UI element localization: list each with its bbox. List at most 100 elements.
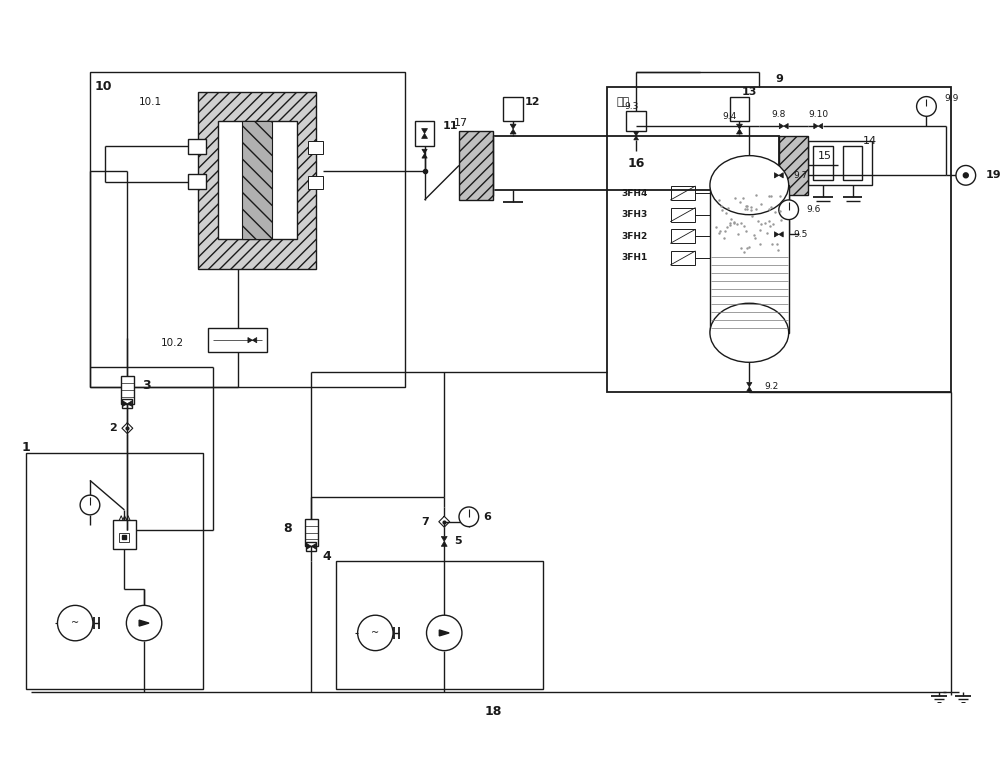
Text: 16: 16: [627, 156, 645, 169]
Bar: [90, 72, 405, 387]
Polygon shape: [439, 630, 449, 636]
Polygon shape: [197, 179, 201, 184]
Bar: [503, 97, 523, 121]
Bar: [336, 561, 543, 689]
Polygon shape: [193, 179, 197, 184]
Polygon shape: [248, 338, 252, 343]
Text: 3FH4: 3FH4: [621, 188, 648, 197]
Circle shape: [779, 200, 799, 219]
Polygon shape: [814, 123, 818, 129]
Text: 9: 9: [775, 74, 783, 84]
Circle shape: [963, 173, 968, 178]
Bar: [671, 229, 695, 243]
Polygon shape: [747, 383, 752, 387]
Bar: [813, 146, 833, 181]
Polygon shape: [774, 173, 779, 178]
Bar: [779, 136, 808, 195]
Bar: [843, 146, 862, 181]
Text: 10.1: 10.1: [139, 97, 162, 107]
Text: 9.6: 9.6: [806, 205, 821, 214]
Polygon shape: [784, 123, 788, 129]
Text: 9.4: 9.4: [722, 112, 737, 121]
Text: 10: 10: [95, 80, 112, 93]
Polygon shape: [422, 129, 428, 133]
Text: 3FH2: 3FH2: [621, 232, 648, 241]
Bar: [242, 121, 272, 239]
Text: 3FH3: 3FH3: [621, 210, 648, 219]
Text: ~: ~: [71, 618, 79, 628]
Polygon shape: [747, 387, 752, 392]
Polygon shape: [307, 543, 311, 549]
Bar: [208, 328, 267, 353]
Bar: [671, 186, 695, 200]
Text: 8: 8: [283, 522, 292, 535]
Bar: [607, 87, 951, 392]
Bar: [119, 533, 129, 543]
Text: 19: 19: [985, 171, 1000, 181]
Text: 2: 2: [109, 423, 116, 434]
Bar: [308, 141, 323, 154]
Polygon shape: [737, 124, 742, 129]
Polygon shape: [422, 154, 427, 158]
Polygon shape: [510, 129, 516, 134]
Polygon shape: [193, 144, 197, 149]
Text: 3FH1: 3FH1: [621, 254, 648, 262]
Polygon shape: [422, 149, 427, 154]
Polygon shape: [779, 232, 783, 237]
Text: 12: 12: [525, 97, 541, 107]
Circle shape: [459, 507, 479, 527]
Polygon shape: [737, 129, 742, 134]
Polygon shape: [510, 124, 516, 129]
Polygon shape: [634, 136, 638, 140]
Ellipse shape: [710, 155, 789, 215]
Polygon shape: [123, 401, 127, 406]
Bar: [198, 91, 316, 269]
Bar: [671, 208, 695, 222]
Text: 9.7: 9.7: [794, 171, 808, 180]
Polygon shape: [252, 338, 257, 343]
Text: 水罐: 水罐: [616, 97, 630, 107]
Circle shape: [427, 615, 462, 651]
Bar: [305, 519, 318, 546]
Bar: [308, 176, 323, 189]
Bar: [188, 139, 206, 154]
Bar: [121, 376, 134, 404]
Text: 9.5: 9.5: [794, 230, 808, 239]
Circle shape: [80, 495, 100, 515]
Text: 1: 1: [21, 441, 30, 454]
Bar: [218, 121, 297, 239]
Bar: [188, 174, 206, 189]
Bar: [626, 111, 646, 131]
Bar: [710, 185, 789, 333]
Polygon shape: [422, 133, 428, 139]
Text: 7: 7: [422, 517, 429, 527]
Text: 5: 5: [454, 536, 462, 546]
Text: 18: 18: [485, 705, 502, 718]
Text: 11: 11: [442, 121, 458, 131]
Bar: [493, 136, 779, 190]
Text: 4: 4: [322, 549, 331, 562]
Bar: [730, 97, 749, 121]
Text: 17: 17: [454, 118, 468, 128]
Bar: [808, 141, 872, 185]
Text: 9.2: 9.2: [764, 383, 778, 392]
Text: 13: 13: [742, 87, 757, 97]
Polygon shape: [139, 620, 149, 626]
Polygon shape: [774, 232, 779, 237]
Bar: [459, 131, 493, 200]
Text: 9.10: 9.10: [808, 110, 828, 119]
Text: 9.3: 9.3: [624, 102, 638, 111]
Polygon shape: [818, 123, 823, 129]
Polygon shape: [311, 543, 316, 549]
Circle shape: [358, 615, 393, 651]
Text: 9.9: 9.9: [944, 94, 959, 103]
Circle shape: [956, 165, 976, 185]
Bar: [415, 121, 434, 146]
Text: 14: 14: [862, 136, 877, 146]
Polygon shape: [127, 401, 132, 406]
Polygon shape: [634, 132, 638, 136]
Text: 3: 3: [142, 379, 151, 392]
Text: 6: 6: [484, 512, 491, 522]
Polygon shape: [441, 536, 447, 542]
Bar: [306, 542, 316, 551]
